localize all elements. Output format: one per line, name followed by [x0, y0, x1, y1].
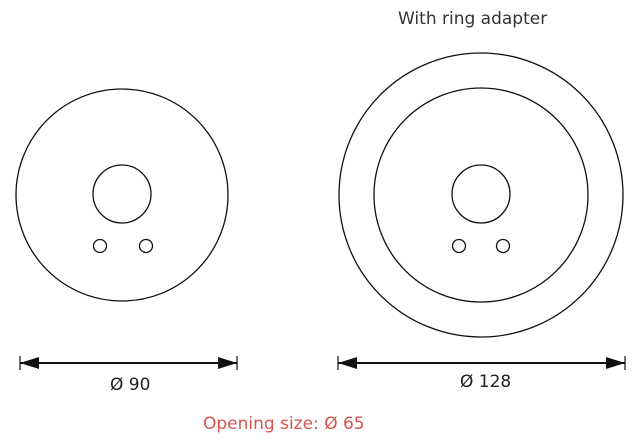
- dimension-label-large: Ø 128: [460, 372, 512, 392]
- unit-without-adapter: [15, 88, 229, 302]
- outer-housing-circle: [15, 88, 229, 302]
- right-screw-hole: [495, 238, 511, 254]
- dimension-line-large: [337, 356, 626, 370]
- outer-housing-circle: [373, 87, 589, 303]
- ring-adapter-circle: [338, 52, 624, 338]
- center-lens-circle: [451, 164, 511, 224]
- right-screw-hole: [138, 238, 154, 254]
- opening-size-label: Opening size: Ø 65: [203, 414, 365, 434]
- dimension-label-small: Ø 90: [110, 375, 151, 395]
- unit-with-adapter: [338, 52, 624, 338]
- ring-adapter-label: With ring adapter: [398, 9, 548, 29]
- center-lens-circle: [92, 164, 152, 224]
- left-screw-hole: [451, 238, 467, 254]
- left-screw-hole: [92, 238, 108, 254]
- dimension-line-small: [19, 356, 238, 370]
